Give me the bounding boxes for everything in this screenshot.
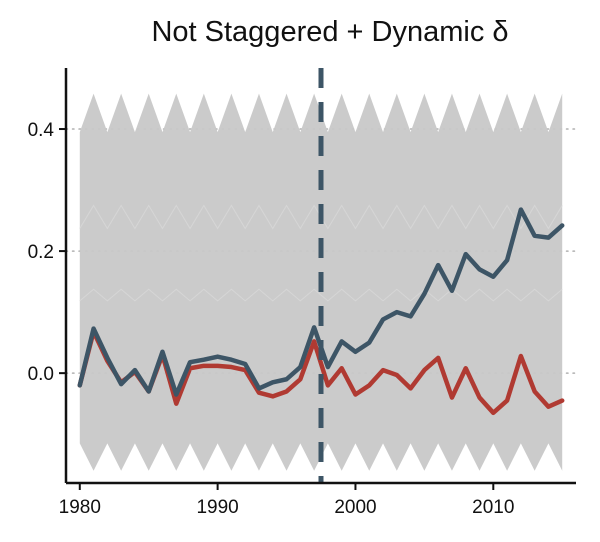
x-tick-label-1: 1990 bbox=[196, 497, 238, 518]
y-tick-label-1: 0.2 bbox=[28, 242, 54, 263]
x-tick-label-3: 2010 bbox=[472, 497, 514, 518]
y-tick-label-2: 0.4 bbox=[28, 120, 55, 141]
axes bbox=[64, 68, 576, 485]
x-tick-label-2: 2000 bbox=[334, 497, 376, 518]
y-tick-label-0: 0.0 bbox=[28, 364, 54, 385]
placebo-trace-1 bbox=[79, 288, 563, 302]
tick-labels: 0.0 0.2 0.4 1980 1990 2000 2010 bbox=[28, 120, 515, 518]
chart-title: Not Staggered + Dynamic δ bbox=[151, 16, 508, 48]
x-tick-label-0: 1980 bbox=[59, 497, 101, 518]
